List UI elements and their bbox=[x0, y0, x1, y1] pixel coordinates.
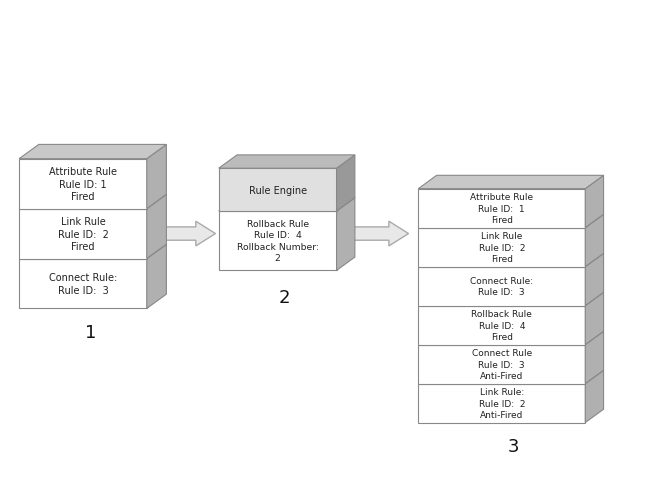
Polygon shape bbox=[418, 215, 603, 228]
Polygon shape bbox=[585, 254, 603, 306]
Polygon shape bbox=[418, 306, 585, 345]
Polygon shape bbox=[218, 156, 355, 169]
Polygon shape bbox=[147, 245, 166, 309]
Polygon shape bbox=[418, 176, 603, 189]
Polygon shape bbox=[19, 145, 166, 159]
Text: Rollback Rule
Rule ID:  4
Fired: Rollback Rule Rule ID: 4 Fired bbox=[471, 310, 532, 341]
Polygon shape bbox=[585, 371, 603, 423]
Polygon shape bbox=[585, 293, 603, 345]
Polygon shape bbox=[147, 195, 166, 259]
Polygon shape bbox=[418, 293, 603, 306]
Text: Connect Rule:
Rule ID:  3: Connect Rule: Rule ID: 3 bbox=[49, 273, 117, 295]
Polygon shape bbox=[418, 345, 585, 384]
Polygon shape bbox=[337, 198, 355, 271]
Polygon shape bbox=[19, 209, 147, 259]
Text: Rollback Rule
Rule ID:  4
Rollback Number:
2: Rollback Rule Rule ID: 4 Rollback Number… bbox=[236, 219, 319, 263]
Polygon shape bbox=[337, 156, 355, 212]
Polygon shape bbox=[218, 212, 337, 271]
Text: Attribute Rule
Rule ID: 1
Fired: Attribute Rule Rule ID: 1 Fired bbox=[49, 167, 117, 202]
Text: Link Rule:
Rule ID:  2
Anti-Fired: Link Rule: Rule ID: 2 Anti-Fired bbox=[478, 387, 525, 419]
Polygon shape bbox=[218, 198, 355, 212]
Text: Attribute Rule
Rule ID:  1
Fired: Attribute Rule Rule ID: 1 Fired bbox=[470, 193, 533, 225]
Text: Connect Rule
Rule ID:  3
Anti-Fired: Connect Rule Rule ID: 3 Anti-Fired bbox=[472, 348, 532, 380]
Polygon shape bbox=[418, 332, 603, 345]
Text: Connect Rule:
Rule ID:  3: Connect Rule: Rule ID: 3 bbox=[470, 276, 533, 297]
Polygon shape bbox=[346, 222, 409, 246]
Polygon shape bbox=[418, 228, 585, 267]
Text: 1: 1 bbox=[85, 324, 97, 341]
Text: Link Rule
Rule ID:  2
Fired: Link Rule Rule ID: 2 Fired bbox=[478, 232, 525, 264]
Text: Link Rule
Rule ID:  2
Fired: Link Rule Rule ID: 2 Fired bbox=[57, 216, 108, 252]
Polygon shape bbox=[418, 267, 585, 306]
Polygon shape bbox=[418, 254, 603, 267]
Text: Rule Engine: Rule Engine bbox=[249, 185, 307, 195]
Polygon shape bbox=[19, 259, 147, 309]
Polygon shape bbox=[418, 189, 585, 228]
Polygon shape bbox=[19, 159, 147, 209]
Polygon shape bbox=[585, 215, 603, 267]
Text: 3: 3 bbox=[508, 437, 519, 456]
Polygon shape bbox=[218, 169, 337, 212]
Polygon shape bbox=[147, 145, 166, 209]
Polygon shape bbox=[19, 195, 166, 209]
Polygon shape bbox=[585, 332, 603, 384]
Polygon shape bbox=[418, 371, 603, 384]
Polygon shape bbox=[585, 176, 603, 228]
Text: 2: 2 bbox=[279, 288, 290, 306]
Polygon shape bbox=[156, 222, 215, 246]
Polygon shape bbox=[418, 384, 585, 423]
Polygon shape bbox=[19, 245, 166, 259]
